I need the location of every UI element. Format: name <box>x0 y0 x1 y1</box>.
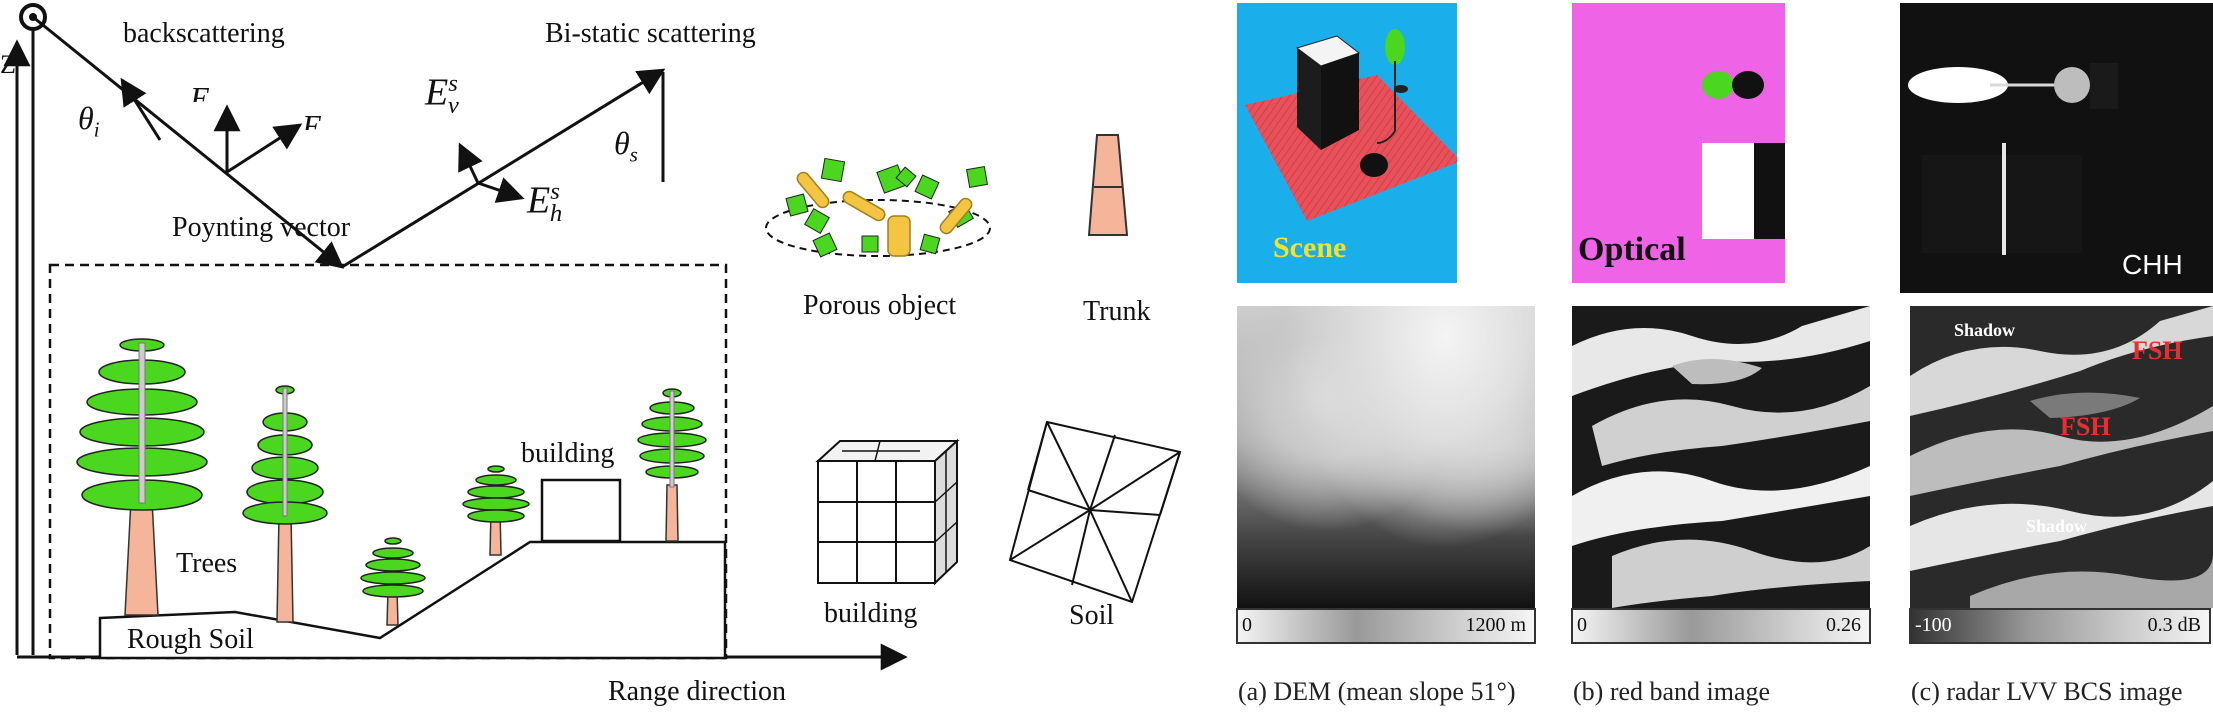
radar-scale-max: 0.3 dB <box>2147 614 2201 636</box>
trunk-icon <box>1087 134 1129 236</box>
range-direction-label: Range direction <box>608 676 787 707</box>
chh-panel: CHH <box>1900 3 2213 293</box>
chh-title: CHH <box>2122 249 2183 280</box>
bistatic-ray <box>341 68 666 269</box>
tree-small <box>360 537 426 626</box>
dem-scale-max: 1200 m <box>1465 614 1526 636</box>
red-band-scalebar: 0 0.26 <box>1571 608 1871 644</box>
eh-label: Esh <box>527 178 563 228</box>
z-axis-label: Z <box>0 50 16 79</box>
caption-b: (b) red band image <box>1573 677 1771 706</box>
soil-mesh-icon <box>1008 420 1182 604</box>
porous-object-label: Porous object <box>803 290 957 321</box>
fsh-label-2: FSH <box>2060 412 2111 441</box>
scattering-diagram <box>3 3 1182 671</box>
rough-soil-label: Rough Soil <box>127 624 254 655</box>
soil-label: Soil <box>1069 600 1115 631</box>
trees-label: Trees <box>176 548 238 579</box>
backscattering-label: backscattering <box>123 18 285 49</box>
scene-panel: Scene <box>1237 3 1457 283</box>
dem-scale-min: 0 <box>1242 614 1252 636</box>
scene-box <box>48 263 728 660</box>
building-legend-label: building <box>824 598 918 629</box>
radar-panel: Shadow FSH FSH Shadow <box>1910 306 2213 608</box>
building-scene-label: building <box>521 438 615 469</box>
theta-i-label: θi <box>78 100 100 142</box>
trunk-label: Trunk <box>1083 296 1151 327</box>
e-partial-label-1: E <box>190 80 210 102</box>
radar-scale-min: -100 <box>1915 614 1952 636</box>
fsh-label-1: FSH <box>2132 336 2183 365</box>
incident-ray <box>32 15 345 269</box>
porous-object-icon <box>765 157 991 258</box>
optical-title: Optical <box>1578 231 1686 268</box>
radar-scalebar: -100 0.3 dB <box>1909 608 2211 644</box>
red-scale-min: 0 <box>1577 614 1587 636</box>
scene-building <box>540 478 622 543</box>
bistatic-label: Bi-static scattering <box>545 18 756 49</box>
red-band-panel <box>1572 306 1870 608</box>
caption-a: (a) DEM (mean slope 51°) <box>1238 677 1516 706</box>
optical-panel: Optical <box>1572 3 1785 283</box>
red-scale-max: 0.26 <box>1826 614 1861 636</box>
e-partial-label-2: E <box>302 108 322 130</box>
shadow-label-1: Shadow <box>1954 320 2016 340</box>
dem-scalebar: 0 1200 m <box>1236 608 1536 644</box>
theta-s-label: θs <box>614 125 638 167</box>
scene-title: Scene <box>1273 231 1347 264</box>
poynting-label: Poynting vector <box>172 212 351 243</box>
tree-right <box>637 388 707 542</box>
building-cube-icon <box>815 438 960 586</box>
backscatter-arrow <box>120 77 162 141</box>
tree-medium <box>242 385 328 623</box>
shadow-label-2: Shadow <box>2026 516 2088 536</box>
tree-large <box>76 338 208 616</box>
caption-c: (c) radar LVV BCS image <box>1911 677 2183 706</box>
tree-hill <box>462 465 530 556</box>
dem-panel <box>1237 306 1535 608</box>
terrain-profile <box>98 540 727 660</box>
ev-label: Esv <box>425 70 459 120</box>
